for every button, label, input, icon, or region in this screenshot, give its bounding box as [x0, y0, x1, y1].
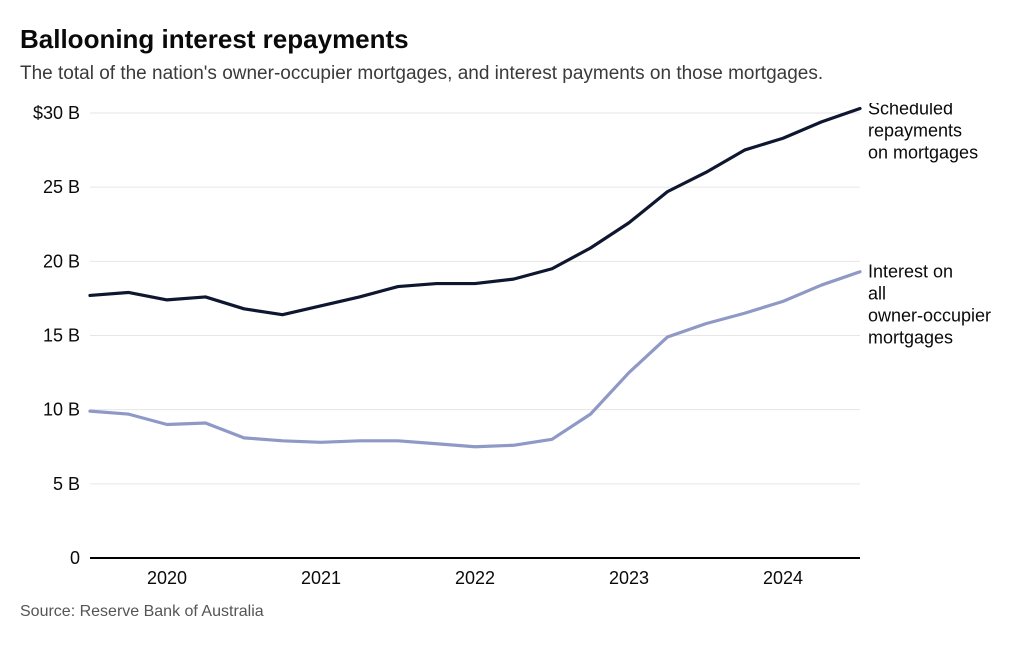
series-label: repayments	[868, 121, 962, 141]
y-tick-label: 10 B	[43, 400, 80, 420]
series-label: all	[868, 284, 886, 304]
series-label: owner-occupier	[868, 306, 991, 326]
y-tick-label: 20 B	[43, 251, 80, 271]
chart-source: Source: Reserve Bank of Australia	[20, 603, 1004, 621]
chart-title: Ballooning interest repayments	[20, 24, 1004, 55]
y-tick-label: 25 B	[43, 177, 80, 197]
x-tick-label: 2023	[609, 568, 649, 588]
y-tick-label: $30 B	[33, 103, 80, 123]
x-tick-label: 2021	[301, 568, 341, 588]
series-label: Scheduled	[868, 103, 953, 119]
chart-page: Ballooning interest repayments The total…	[0, 0, 1024, 661]
series-label: mortgages	[868, 328, 953, 348]
series-label: Interest on	[868, 262, 953, 282]
y-tick-label: 15 B	[43, 326, 80, 346]
series-line	[90, 109, 860, 315]
series-label: on mortgages	[868, 143, 978, 163]
y-tick-label: 5 B	[53, 474, 80, 494]
x-tick-label: 2022	[455, 568, 495, 588]
y-tick-label: 0	[70, 548, 80, 568]
line-chart-svg: 0 5 B 10 B 15 B 20 B 25 B $30 B 2020 2021 2022 202…	[20, 103, 1000, 593]
x-tick-label: 2020	[147, 568, 187, 588]
chart-subtitle: The total of the nation's owner-occupier…	[20, 63, 1004, 85]
x-tick-label: 2024	[763, 568, 803, 588]
chart-area: 0 5 B 10 B 15 B 20 B 25 B $30 B 2020 2021 2022 202…	[20, 103, 1004, 593]
